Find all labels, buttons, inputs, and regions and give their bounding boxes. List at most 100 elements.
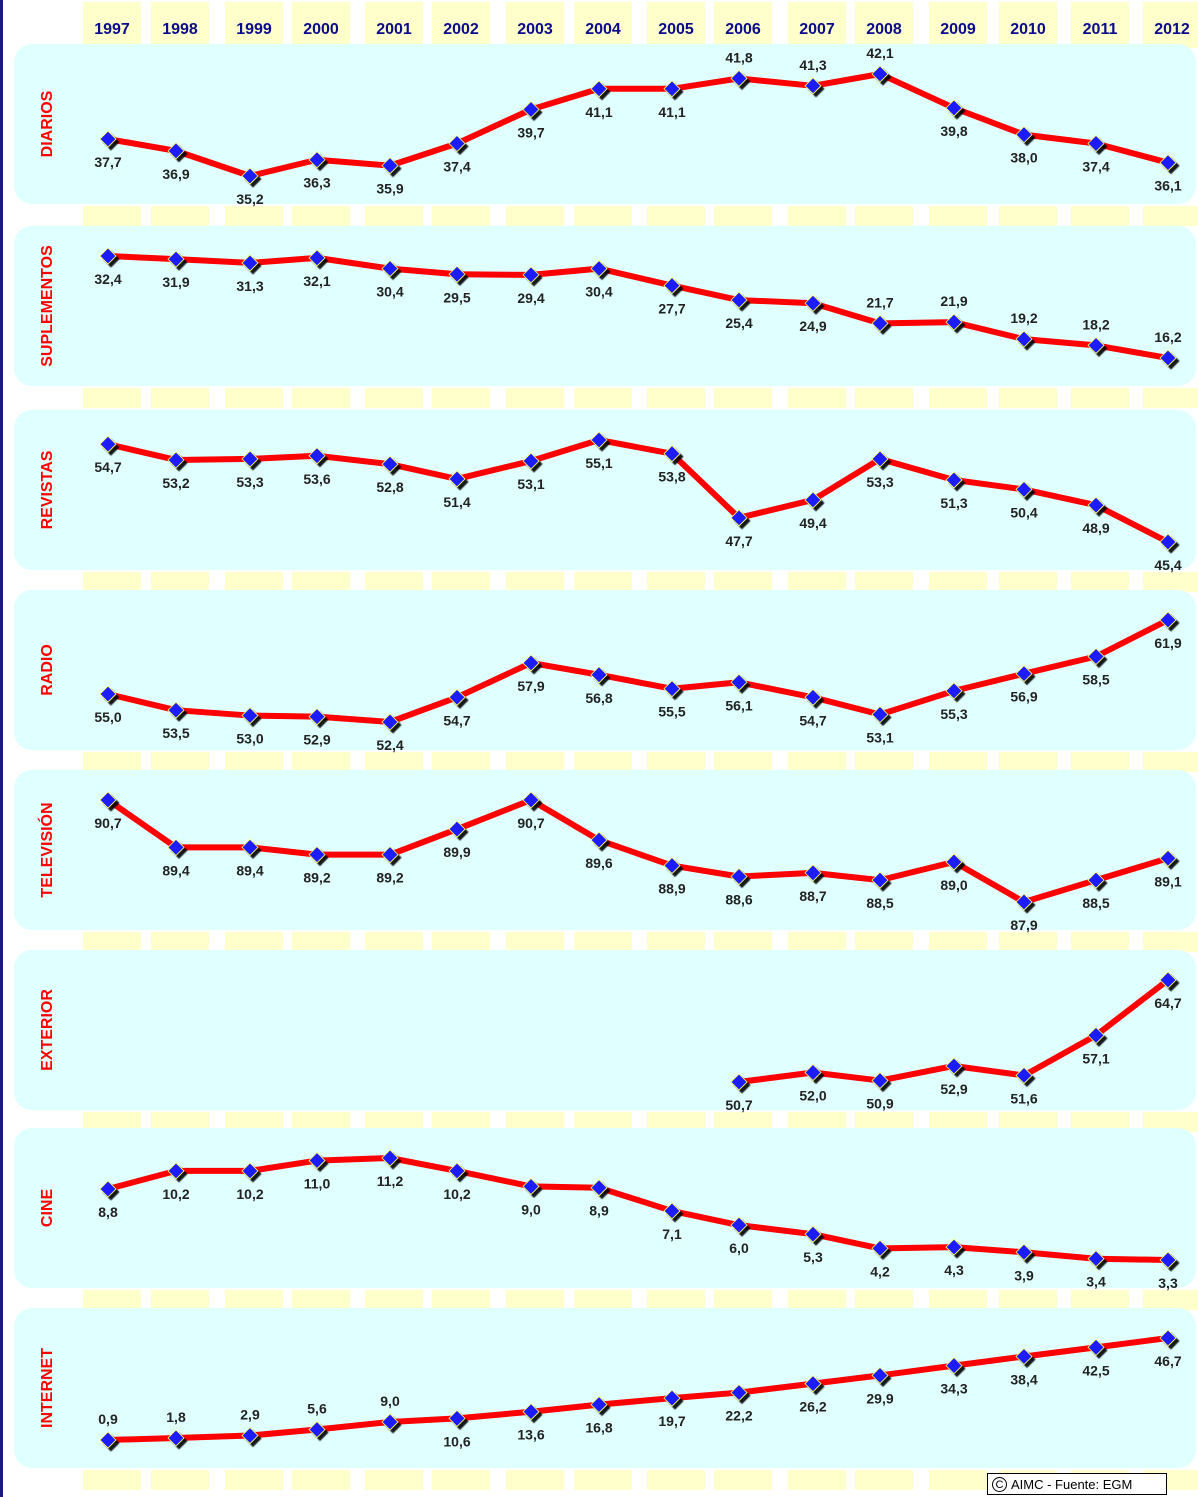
data-label: 53,3 [236,474,263,490]
data-point [945,1238,963,1256]
data-point [1087,496,1105,514]
year-stripe [151,2,209,48]
data-point [1087,134,1105,153]
year-label-2006: 2006 [725,21,761,38]
year-stripe [225,206,283,226]
data-point [167,701,185,719]
year-stripe [225,1112,283,1132]
data-label: 26,2 [799,1399,826,1415]
data-point [99,791,117,809]
year-stripe [647,572,705,592]
panel-label: INTERNET [39,1348,56,1428]
data-point [522,791,540,809]
year-stripe [365,752,423,772]
year-stripe [788,2,846,48]
data-point [522,266,540,284]
year-stripe [855,752,913,772]
data-point [241,838,259,856]
data-label: 53,0 [236,731,263,747]
data-label: 46,7 [1154,1353,1181,1369]
data-label: 38,4 [1010,1371,1037,1387]
year-stripe [225,2,283,48]
data-point [167,142,185,160]
year-stripe [1071,1290,1129,1310]
data-label: 3,3 [1158,1275,1178,1291]
year-stripe [83,572,141,592]
year-stripe [574,206,632,226]
data-label: 53,6 [303,471,330,487]
data-label: 36,9 [162,166,189,182]
data-label: 4,3 [944,1262,964,1278]
data-label: 10,2 [236,1186,263,1202]
data-point [241,706,259,725]
data-label: 32,4 [94,271,121,287]
data-label: 8,9 [589,1203,609,1219]
data-point [1087,336,1105,354]
data-label: 31,3 [236,278,263,294]
year-stripe [647,932,705,952]
data-label: 54,7 [443,712,470,728]
data-label: 47,7 [725,533,752,549]
data-label: 9,0 [521,1201,541,1217]
data-label: 6,0 [729,1240,749,1256]
data-point [1015,330,1033,348]
data-label: 89,0 [940,877,967,893]
data-label: 64,7 [1154,995,1181,1011]
year-label-2003: 2003 [517,21,553,38]
data-point [308,1420,326,1439]
year-stripe [292,1470,350,1490]
year-stripe [999,752,1057,772]
year-stripe [292,206,350,226]
data-point [381,260,399,278]
year-label-2012: 2012 [1154,21,1190,38]
data-point [590,666,608,684]
year-stripe [506,1112,564,1132]
data-label: 3,9 [1014,1267,1034,1283]
year-stripe [714,752,772,772]
year-stripe [151,752,209,772]
data-point [308,708,326,726]
year-stripe [225,932,283,952]
data-point [804,1375,822,1393]
panel-internet: INTERNET 0,9 1,8 2,9 5,6 9,0 10,6 13,6 16,8 19,7 2… [14,1308,1196,1468]
data-label: 88,7 [799,888,826,904]
data-point [590,80,608,98]
data-point [1087,647,1105,666]
data-point [871,1071,889,1090]
data-label: 5,6 [307,1401,327,1417]
data-label: 51,6 [1010,1090,1037,1106]
year-stripe [432,1112,490,1132]
data-point [804,294,822,312]
series-line [105,437,1171,545]
year-stripe [292,388,350,408]
data-label: 35,2 [236,191,263,207]
data-label: 45,4 [1154,557,1181,573]
data-label: 41,3 [799,57,826,73]
data-label: 53,3 [866,474,893,490]
data-point [945,99,963,117]
panel-radio: RADIO 55,0 53,5 53,0 52,9 52,4 54,7 57,9 56,8 55,… [14,590,1196,753]
data-label: 11,2 [377,1173,404,1189]
data-point [448,820,466,838]
data-point [804,688,822,706]
panel-background [14,590,1196,750]
panel-label: REVISTAS [39,450,56,529]
year-stripe [999,206,1057,226]
year-stripe [647,388,705,408]
year-stripe [151,206,209,226]
data-point [663,857,681,875]
year-stripe [1143,932,1198,952]
data-point [730,1216,748,1234]
data-point [590,260,608,278]
data-point [99,130,117,148]
data-label: 42,5 [1082,1362,1109,1378]
year-stripe [788,1290,846,1310]
year-stripe [292,572,350,592]
year-stripe [432,2,490,48]
year-stripe [929,206,987,226]
data-point [381,455,399,473]
year-stripe [1143,2,1198,48]
data-point [99,435,117,453]
data-label: 36,3 [303,175,330,191]
